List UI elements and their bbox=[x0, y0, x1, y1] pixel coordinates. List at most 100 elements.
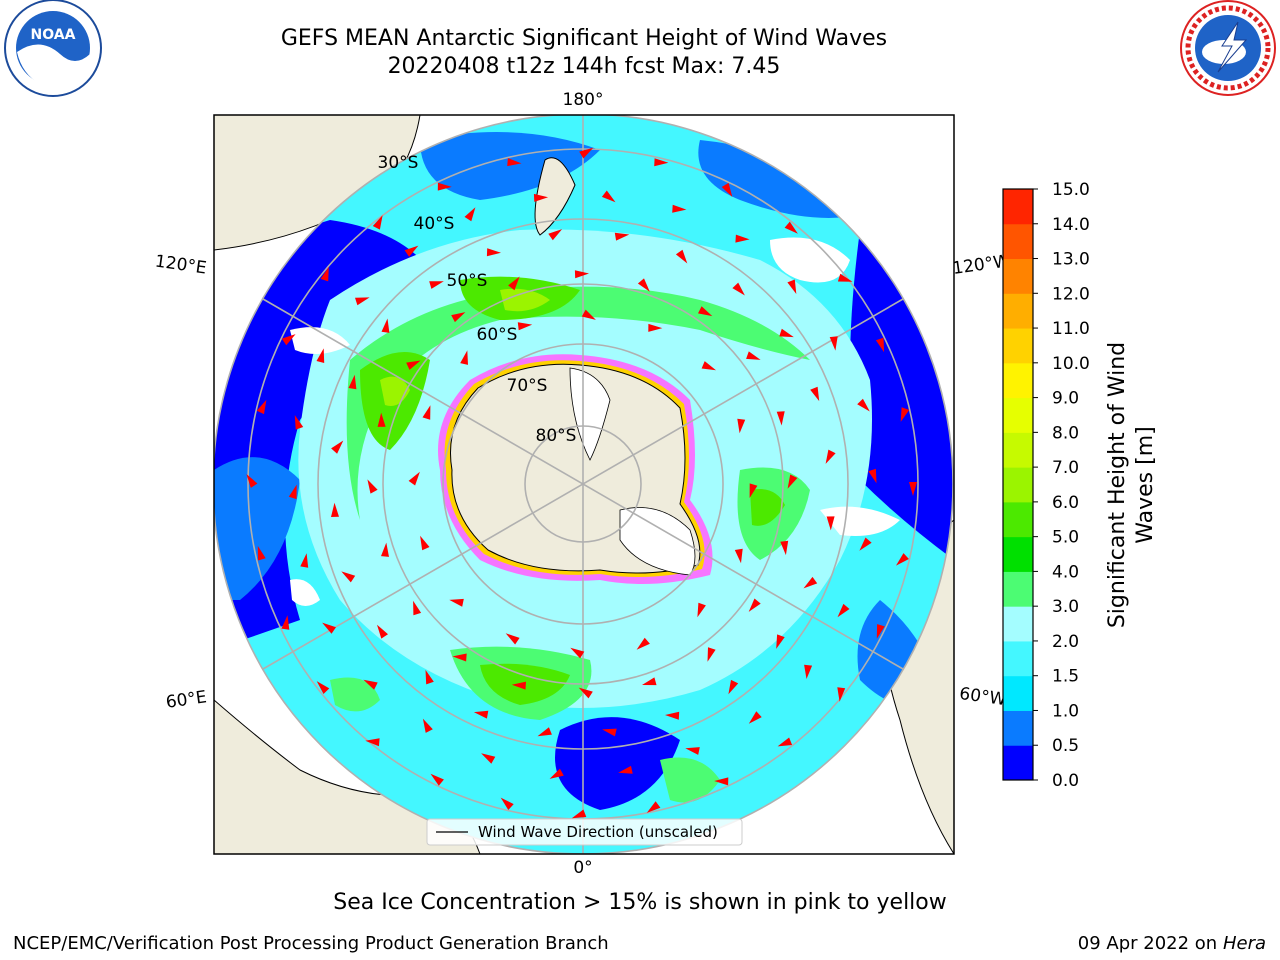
wave-direction-arrow bbox=[868, 468, 877, 484]
wave-direction-arrow bbox=[777, 737, 793, 747]
lat-label-70s: 70°S bbox=[507, 376, 548, 396]
wave-direction-arrow bbox=[451, 312, 466, 323]
colorbar-tick-label: 12.0 bbox=[1052, 284, 1090, 304]
colorbar-segment bbox=[1003, 223, 1033, 260]
wave-direction-arrow bbox=[721, 182, 733, 197]
wave-direction-arrow bbox=[837, 687, 846, 702]
wave-direction-arrow bbox=[381, 542, 389, 557]
wave-direction-arrow bbox=[648, 323, 663, 332]
wave-direction-arrow bbox=[377, 624, 388, 639]
wave-direction-arrow bbox=[780, 540, 789, 556]
wave-direction-arrow bbox=[437, 182, 452, 191]
wave-direction-arrow bbox=[675, 249, 688, 264]
wave-direction-arrow bbox=[825, 449, 836, 464]
wave-direction-arrow bbox=[859, 537, 872, 551]
wave-direction-arrow bbox=[381, 318, 390, 333]
colorbar-segment bbox=[1003, 501, 1033, 538]
colorbar-segment bbox=[1003, 710, 1033, 746]
wave-direction-arrow bbox=[570, 647, 585, 659]
wave-direction-arrow bbox=[735, 234, 750, 243]
colorbar-segment bbox=[1003, 293, 1033, 329]
wave-direction-arrow bbox=[508, 276, 520, 291]
colorbar-tick-label: 3.0 bbox=[1052, 597, 1079, 617]
colorbar-tick-label: 7.0 bbox=[1052, 458, 1079, 478]
wave-direction-arrow bbox=[486, 248, 501, 257]
wave-direction-arrow bbox=[614, 232, 630, 241]
wave-direction-arrow bbox=[737, 418, 746, 434]
wave-direction-arrow bbox=[804, 664, 813, 679]
wave-direction-arrow bbox=[829, 336, 838, 351]
wave-direction-arrow bbox=[281, 615, 290, 630]
wave-direction-arrow bbox=[732, 282, 745, 296]
colorbar-segment bbox=[1003, 432, 1033, 468]
wave-direction-arrow bbox=[672, 204, 687, 213]
wave-direction-arrow bbox=[294, 415, 304, 430]
wave-direction-arrow bbox=[300, 553, 309, 568]
wave-direction-arrow bbox=[579, 147, 594, 159]
wave-direction-arrow bbox=[900, 407, 910, 422]
colorbar-label-line2: Waves [m] bbox=[1133, 426, 1158, 543]
wave-direction-arrow bbox=[642, 677, 657, 686]
wave-direction-arrow bbox=[363, 679, 378, 690]
wave-direction-arrow bbox=[637, 278, 650, 292]
wave-direction-arrow bbox=[602, 728, 617, 737]
wave-direction-arrow bbox=[837, 603, 850, 618]
wave-direction-arrow bbox=[316, 348, 325, 363]
wave-direction-arrow bbox=[517, 322, 533, 331]
colorbar-tick-label: 14.0 bbox=[1052, 215, 1090, 235]
wave-direction-arrow bbox=[779, 328, 794, 338]
colorbar-tick-label: 9.0 bbox=[1052, 389, 1079, 409]
map-legend: Wind Wave Direction (unscaled) bbox=[426, 818, 743, 846]
wave-direction-arrow bbox=[714, 777, 729, 786]
colorbar-tick-label: 11.0 bbox=[1052, 319, 1090, 339]
colorbar-segment bbox=[1003, 189, 1033, 225]
wave-direction-arrow bbox=[425, 669, 434, 685]
colorbar-segment bbox=[1003, 571, 1033, 607]
wave-direction-arrow bbox=[473, 710, 489, 719]
wave-direction-arrow bbox=[698, 306, 713, 317]
wave-direction-arrow bbox=[406, 360, 421, 370]
colorbar-segment bbox=[1003, 258, 1033, 294]
colorbar-tick-label: 1.5 bbox=[1052, 667, 1079, 687]
legend-label: Wind Wave Direction (unscaled) bbox=[478, 823, 718, 841]
wave-direction-arrow bbox=[618, 765, 633, 774]
wave-direction-arrow bbox=[420, 535, 430, 551]
wave-direction-arrow bbox=[331, 502, 339, 517]
wave-direction-arrow bbox=[348, 374, 357, 390]
graticule bbox=[214, 115, 954, 854]
colorbar-tick-label: 15.0 bbox=[1052, 180, 1090, 200]
wave-direction-arrow bbox=[548, 229, 563, 241]
wave-direction-arrow bbox=[697, 602, 706, 618]
wave-direction-arrow bbox=[256, 399, 267, 415]
wave-direction-arrow bbox=[826, 516, 835, 531]
wave-direction-arrow bbox=[574, 270, 589, 279]
wave-direction-arrow bbox=[787, 279, 797, 294]
wave-direction-arrow bbox=[654, 158, 669, 167]
wave-direction-arrow bbox=[341, 571, 356, 583]
nws-logo bbox=[1180, 0, 1276, 96]
colorbar-tick-label: 8.0 bbox=[1052, 423, 1079, 443]
wave-direction-arrow bbox=[601, 190, 616, 203]
wave-direction-arrow bbox=[430, 773, 444, 786]
wave-direction-arrow bbox=[511, 681, 526, 690]
footer-date-text: 09 Apr 2022 on bbox=[1077, 933, 1218, 954]
colorbar-segment bbox=[1003, 745, 1033, 781]
wave-direction-arrow bbox=[646, 801, 661, 813]
colorbar-segment bbox=[1003, 606, 1033, 642]
wave-direction-arrow bbox=[365, 738, 380, 747]
colorbar-segment bbox=[1003, 328, 1033, 364]
wave-direction-arrow bbox=[665, 711, 680, 720]
footer-host: Hera bbox=[1222, 933, 1266, 954]
wave-direction-arrow bbox=[537, 727, 552, 737]
lon-label-120e: 120°E bbox=[154, 252, 208, 279]
wave-direction-arrow bbox=[464, 207, 476, 222]
wave-direction-arrow bbox=[481, 753, 496, 764]
wave-direction-arrow bbox=[452, 653, 467, 662]
wave-direction-arrow bbox=[422, 405, 431, 420]
lon-label-0: 0° bbox=[573, 858, 592, 878]
wave-direction-arrow bbox=[875, 337, 885, 353]
lon-label-60e: 60°E bbox=[165, 687, 208, 712]
colorbar: 0.0 0.5 1.0 1.5 2.0 3.0 4.0 5.0 6.0 7.0 8.0 9.0 10.0… bbox=[1003, 180, 1090, 791]
lon-label-60w: 60°W bbox=[958, 684, 1007, 710]
